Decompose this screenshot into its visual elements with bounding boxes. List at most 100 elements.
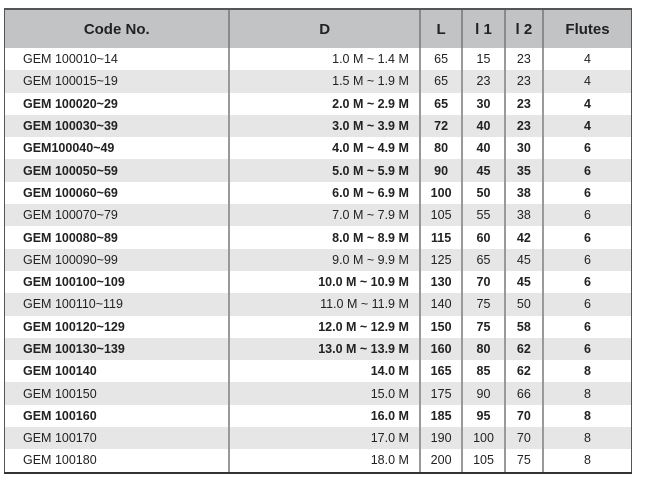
cell-l: 185	[418, 404, 463, 428]
table-row: GEM 100180 18.0 M 200 105 75 8	[4, 449, 633, 474]
table-row: GEM 100160 16.0 M 185 95 70 8	[4, 404, 633, 428]
cell-l1: 45	[461, 159, 505, 182]
table-row: GEM 100130~139 13.0 M ~ 13.9 M 160 80 62 6	[4, 337, 633, 361]
cell-d: 6.0 M ~ 6.9 M	[228, 181, 420, 205]
cell-code-no: GEM 100020~29	[4, 92, 230, 115]
cell-flutes: 8	[542, 449, 633, 474]
cell-d: 8.0 M ~ 8.9 M	[228, 226, 420, 249]
cell-l: 65	[418, 48, 463, 71]
table-row: GEM 100150 15.0 M 175 90 66 8	[4, 382, 633, 405]
cell-code-no: GEM 100100~109	[4, 270, 230, 294]
cell-l: 125	[418, 248, 463, 271]
cell-d: 1.5 M ~ 1.9 M	[228, 70, 420, 93]
cell-l1: 55	[461, 204, 505, 227]
cell-l1: 23	[461, 70, 505, 93]
cell-l: 140	[418, 293, 463, 316]
cell-flutes: 6	[542, 270, 633, 294]
cell-code-no: GEM 100150	[4, 382, 230, 405]
cell-l2: 75	[503, 449, 544, 474]
cell-l1: 85	[461, 360, 505, 383]
table-row: GEM 100140 14.0 M 165 85 62 8	[4, 360, 633, 383]
cell-d: 18.0 M	[228, 449, 420, 474]
cell-l: 90	[418, 159, 463, 182]
cell-code-no: GEM 100015~19	[4, 70, 230, 93]
cell-flutes: 6	[542, 137, 633, 160]
cell-flutes: 6	[542, 181, 633, 205]
cell-l2: 23	[503, 114, 544, 138]
cell-d: 7.0 M ~ 7.9 M	[228, 204, 420, 227]
cell-l2: 62	[503, 360, 544, 383]
table-row: GEM 100100~109 10.0 M ~ 10.9 M 130 70 45 6	[4, 270, 633, 294]
cell-d: 14.0 M	[228, 360, 420, 383]
cell-l2: 50	[503, 293, 544, 316]
cell-l2: 45	[503, 248, 544, 271]
cell-flutes: 8	[542, 427, 633, 450]
cell-l: 72	[418, 114, 463, 138]
cell-l: 80	[418, 137, 463, 160]
table-row: GEM 100170 17.0 M 190 100 70 8	[4, 427, 633, 450]
cell-l: 65	[418, 70, 463, 93]
cell-flutes: 6	[542, 337, 633, 361]
cell-flutes: 4	[542, 70, 633, 93]
cell-l: 190	[418, 427, 463, 450]
cell-flutes: 6	[542, 293, 633, 316]
cell-l1: 100	[461, 427, 505, 450]
cell-flutes: 4	[542, 48, 633, 71]
cell-d: 2.0 M ~ 2.9 M	[228, 92, 420, 115]
cell-l1: 65	[461, 248, 505, 271]
table-row: GEM 100010~14 1.0 M ~ 1.4 M 65 15 23 4	[4, 48, 633, 71]
cell-code-no: GEM 100050~59	[4, 159, 230, 182]
table-row: GEM 100030~39 3.0 M ~ 3.9 M 72 40 23 4	[4, 114, 633, 138]
cell-l2: 23	[503, 48, 544, 71]
cell-d: 10.0 M ~ 10.9 M	[228, 270, 420, 294]
cell-l1: 75	[461, 315, 505, 338]
cell-l2: 38	[503, 204, 544, 227]
cell-flutes: 4	[542, 114, 633, 138]
cell-flutes: 4	[542, 92, 633, 115]
cell-l: 130	[418, 270, 463, 294]
cell-code-no: GEM 100080~89	[4, 226, 230, 249]
cell-l2: 23	[503, 92, 544, 115]
cell-code-no: GEM 100060~69	[4, 181, 230, 205]
cell-code-no: GEM 100140	[4, 360, 230, 383]
cell-d: 15.0 M	[228, 382, 420, 405]
cell-flutes: 6	[542, 204, 633, 227]
cell-l2: 66	[503, 382, 544, 405]
cell-l2: 35	[503, 159, 544, 182]
cell-code-no: GEM 100010~14	[4, 48, 230, 71]
cell-code-no: GEM 100160	[4, 404, 230, 428]
cell-flutes: 6	[542, 248, 633, 271]
table-row: GEM100040~49 4.0 M ~ 4.9 M 80 40 30 6	[4, 137, 633, 160]
cell-flutes: 8	[542, 382, 633, 405]
header-l2: l 2	[503, 8, 544, 48]
table-row: GEM 100060~69 6.0 M ~ 6.9 M 100 50 38 6	[4, 181, 633, 205]
header-flutes: Flutes	[542, 8, 633, 48]
cell-flutes: 6	[542, 159, 633, 182]
cell-code-no: GEM100040~49	[4, 137, 230, 160]
cell-d: 1.0 M ~ 1.4 M	[228, 48, 420, 71]
cell-d: 16.0 M	[228, 404, 420, 428]
cell-l2: 30	[503, 137, 544, 160]
cell-l2: 38	[503, 181, 544, 205]
cell-code-no: GEM 100070~79	[4, 204, 230, 227]
cell-l2: 42	[503, 226, 544, 249]
cell-l1: 75	[461, 293, 505, 316]
cell-l: 100	[418, 181, 463, 205]
table-row: GEM 100020~29 2.0 M ~ 2.9 M 65 30 23 4	[4, 92, 633, 115]
header-code-no: Code No.	[4, 8, 230, 48]
table-row: GEM 100050~59 5.0 M ~ 5.9 M 90 45 35 6	[4, 159, 633, 182]
cell-l2: 58	[503, 315, 544, 338]
cell-d: 11.0 M ~ 11.9 M	[228, 293, 420, 316]
cell-l2: 62	[503, 337, 544, 361]
cell-flutes: 8	[542, 360, 633, 383]
cell-code-no: GEM 100090~99	[4, 248, 230, 271]
cell-l1: 50	[461, 181, 505, 205]
table-row: GEM 100090~99 9.0 M ~ 9.9 M 125 65 45 6	[4, 248, 633, 271]
cell-l1: 30	[461, 92, 505, 115]
cell-code-no: GEM 100170	[4, 427, 230, 450]
cell-d: 4.0 M ~ 4.9 M	[228, 137, 420, 160]
cell-l1: 90	[461, 382, 505, 405]
cell-l: 175	[418, 382, 463, 405]
cell-l1: 70	[461, 270, 505, 294]
